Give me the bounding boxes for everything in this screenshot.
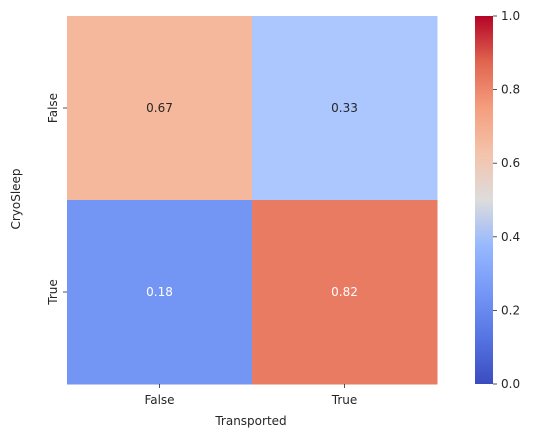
y-axis: False True bbox=[46, 93, 67, 306]
colorbar-tick-label: 0.0 bbox=[501, 377, 520, 391]
colorbar-tick-label: 0.6 bbox=[501, 156, 520, 170]
cell-annotation: 0.82 bbox=[331, 285, 358, 299]
y-tick-label: False bbox=[46, 93, 60, 123]
x-tick-label: False bbox=[144, 393, 174, 407]
cell-annotation: 0.18 bbox=[146, 285, 173, 299]
x-axis: False True bbox=[144, 384, 357, 407]
colorbar: 0.0 0.2 0.4 0.6 0.8 1.0 bbox=[475, 9, 520, 391]
heatmap-cells bbox=[67, 16, 438, 385]
cell-annotation: 0.67 bbox=[146, 101, 173, 115]
x-axis-label: Transported bbox=[214, 414, 286, 428]
cell-annotation: 0.33 bbox=[331, 101, 358, 115]
y-axis-label: CryoSleep bbox=[9, 168, 23, 229]
colorbar-tick-label: 0.4 bbox=[501, 230, 520, 244]
colorbar-tick-label: 0.8 bbox=[501, 83, 520, 97]
x-tick-label: True bbox=[331, 393, 358, 407]
colorbar-tick-label: 1.0 bbox=[501, 9, 520, 23]
colorbar-gradient bbox=[475, 16, 493, 384]
y-tick-label: True bbox=[46, 279, 60, 306]
colorbar-tick-label: 0.2 bbox=[501, 303, 520, 317]
